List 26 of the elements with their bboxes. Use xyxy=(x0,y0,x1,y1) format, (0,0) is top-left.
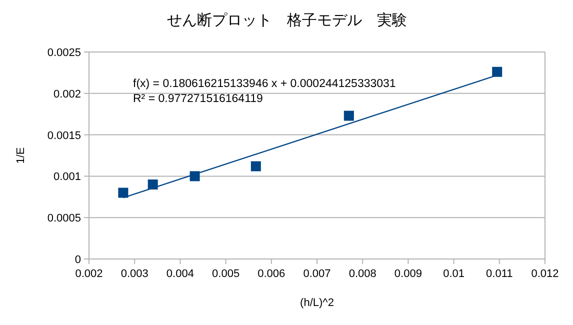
y-tick-label: 0 xyxy=(74,254,81,266)
y-tick-label: 0.0025 xyxy=(47,47,81,59)
annotation: f(x) = 0.180616215133946 x + 0.000244125333031 xyxy=(133,78,396,90)
x-tick-label: 0.01 xyxy=(443,268,465,280)
x-tick-label: 0.003 xyxy=(120,268,148,280)
y-tick-label: 0.0005 xyxy=(47,212,81,225)
x-axis-title: (h/L)^2 xyxy=(300,297,334,309)
x-tick-label: 0.002 xyxy=(75,268,103,280)
x-tick-label: 0.007 xyxy=(303,268,331,280)
x-tick-label: 0.011 xyxy=(486,268,513,280)
y-tick-label: 0.001 xyxy=(53,171,81,184)
x-tick-label: 0.004 xyxy=(166,268,194,280)
annotation: R² = 0.977271516164119 xyxy=(133,93,263,105)
x-tick-label: 0.005 xyxy=(212,268,240,280)
y-tick-label: 0.002 xyxy=(53,88,81,100)
point xyxy=(492,66,502,77)
point xyxy=(118,188,128,198)
x-tick-label: 0.006 xyxy=(258,268,286,280)
y-tick-label: 0.0015 xyxy=(47,130,81,142)
y-axis-title: 1/E xyxy=(15,147,27,164)
point xyxy=(250,161,261,172)
chart-title: せん断プロット 格子モデル 実験 xyxy=(167,12,407,29)
point xyxy=(344,110,354,121)
x-tick-label: 0.008 xyxy=(348,268,376,280)
x-tick-label: 0.012 xyxy=(531,268,559,280)
x-tick-label: 0.009 xyxy=(394,268,422,280)
